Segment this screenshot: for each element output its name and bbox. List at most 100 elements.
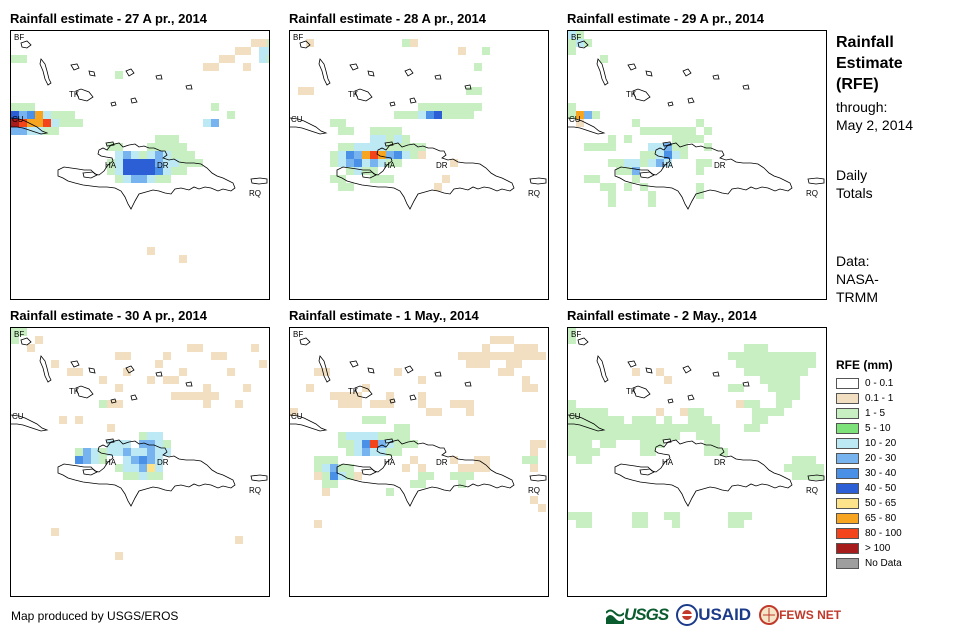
- coastlines: [11, 337, 268, 507]
- rainfall-cell: [338, 183, 346, 191]
- hispaniola-outline: [57, 439, 236, 507]
- legend-item: 20 - 30: [836, 451, 902, 466]
- rainfall-cell: [632, 424, 640, 432]
- rainfall-cell: [744, 512, 752, 520]
- map-panel-may2: Rainfall estimate - 2 May., 2014 BF TK CU H…: [567, 308, 837, 608]
- rainfall-cell: [632, 175, 640, 183]
- rainfall-cell: [624, 167, 632, 175]
- rainfall-cell: [338, 151, 346, 159]
- label-bf: BF: [293, 33, 303, 42]
- rainfall-cell: [776, 384, 784, 392]
- rainfall-cell: [131, 472, 139, 480]
- rainfall-cell: [394, 368, 402, 376]
- rainfall-cell: [346, 440, 354, 448]
- rainfall-cell: [147, 456, 155, 464]
- rainfall-cell: [768, 408, 776, 416]
- rainfall-cell: [576, 39, 584, 47]
- rainfall-cell: [107, 143, 115, 151]
- label-cu: CU: [291, 412, 303, 421]
- rainfall-cell: [688, 135, 696, 143]
- rainfall-cell: [664, 127, 672, 135]
- puerto-rico-outline: [529, 474, 547, 482]
- legend-item: 10 - 20: [836, 436, 902, 451]
- label-ha: HA: [662, 161, 674, 170]
- label-rq: RQ: [528, 486, 540, 495]
- rainfall-cell: [768, 376, 776, 384]
- rainfall-cell: [800, 472, 808, 480]
- hispaniola-outline: [614, 439, 793, 507]
- rainfall-cell: [346, 159, 354, 167]
- rainfall-cell: [330, 119, 338, 127]
- rainfall-cell: [728, 520, 736, 528]
- cuba-outline: [290, 414, 328, 432]
- rainfall-cell: [760, 352, 768, 360]
- rainfall-cell: [474, 456, 482, 464]
- bahamas-island: [75, 385, 94, 399]
- rainfall-cell: [83, 448, 91, 456]
- cuba-outline: [568, 414, 606, 432]
- rainfall-cell: [736, 352, 744, 360]
- rainfall-cell: [27, 344, 35, 352]
- rainfall-cell: [227, 55, 235, 63]
- rainfall-cell: [474, 63, 482, 71]
- rainfall-cell: [776, 400, 784, 408]
- rainfall-cell: [712, 440, 720, 448]
- rainfall-cell: [760, 360, 768, 368]
- panel-title: Rainfall estimate - 2 May., 2014: [567, 308, 757, 323]
- rainfall-cell: [346, 151, 354, 159]
- rainfall-cell: [155, 159, 163, 167]
- rainfall-cell: [632, 119, 640, 127]
- rainfall-cell: [768, 368, 776, 376]
- rainfall-cell: [616, 159, 624, 167]
- label-bf: BF: [571, 330, 581, 339]
- rainfall-cell: [538, 352, 546, 360]
- rainfall-cell: [752, 344, 760, 352]
- rainfall-cell: [354, 472, 362, 480]
- rainfall-cell: [386, 143, 394, 151]
- rainfall-cell: [568, 416, 576, 424]
- rainfall-cell: [584, 39, 592, 47]
- rainfall-cell: [466, 472, 474, 480]
- rainfall-cell: [378, 143, 386, 151]
- rainfall-cell: [19, 328, 27, 336]
- label-ha: HA: [105, 161, 117, 170]
- rainfall-cell: [530, 464, 538, 472]
- rainfall-cell: [346, 127, 354, 135]
- label-tk: TK: [69, 90, 80, 99]
- rainfall-cell: [466, 464, 474, 472]
- rainfall-cell: [131, 464, 139, 472]
- rainfall-cell: [688, 424, 696, 432]
- rainfall-cell: [680, 408, 688, 416]
- rainfall-cell: [402, 151, 410, 159]
- rainfall-cell: [576, 424, 584, 432]
- rainfall-cell: [744, 424, 752, 432]
- rainfall-cell: [123, 159, 131, 167]
- rainfall-cell: [338, 472, 346, 480]
- rainfall-cell: [418, 464, 426, 472]
- rainfall-cell: [696, 183, 704, 191]
- label-ha: HA: [384, 161, 396, 170]
- rainfall-cell: [386, 440, 394, 448]
- rainfall-cell: [147, 440, 155, 448]
- rainfall-cell: [203, 392, 211, 400]
- rainfall-cell: [394, 159, 402, 167]
- panel-title: Rainfall estimate - 27 A pr., 2014: [10, 11, 208, 26]
- rainfall-cell: [346, 464, 354, 472]
- rainfall-cell: [338, 127, 346, 135]
- rainfall-cell: [115, 384, 123, 392]
- rainfall-cell: [664, 151, 672, 159]
- rainfall-cell: [378, 127, 386, 135]
- rainfall-cell: [474, 352, 482, 360]
- rainfall-cell: [696, 119, 704, 127]
- rainfall-cell: [568, 400, 576, 408]
- rainfall-cell: [568, 440, 576, 448]
- rainfall-cell: [664, 424, 672, 432]
- bahamas-island: [682, 68, 692, 77]
- rainfall-cell: [648, 127, 656, 135]
- rainfall-cell: [792, 464, 800, 472]
- rainfall-cell: [418, 151, 426, 159]
- rainfall-cell: [179, 143, 187, 151]
- label-cu: CU: [291, 115, 303, 124]
- bahamas-island: [155, 74, 163, 80]
- rainfall-cell: [672, 520, 680, 528]
